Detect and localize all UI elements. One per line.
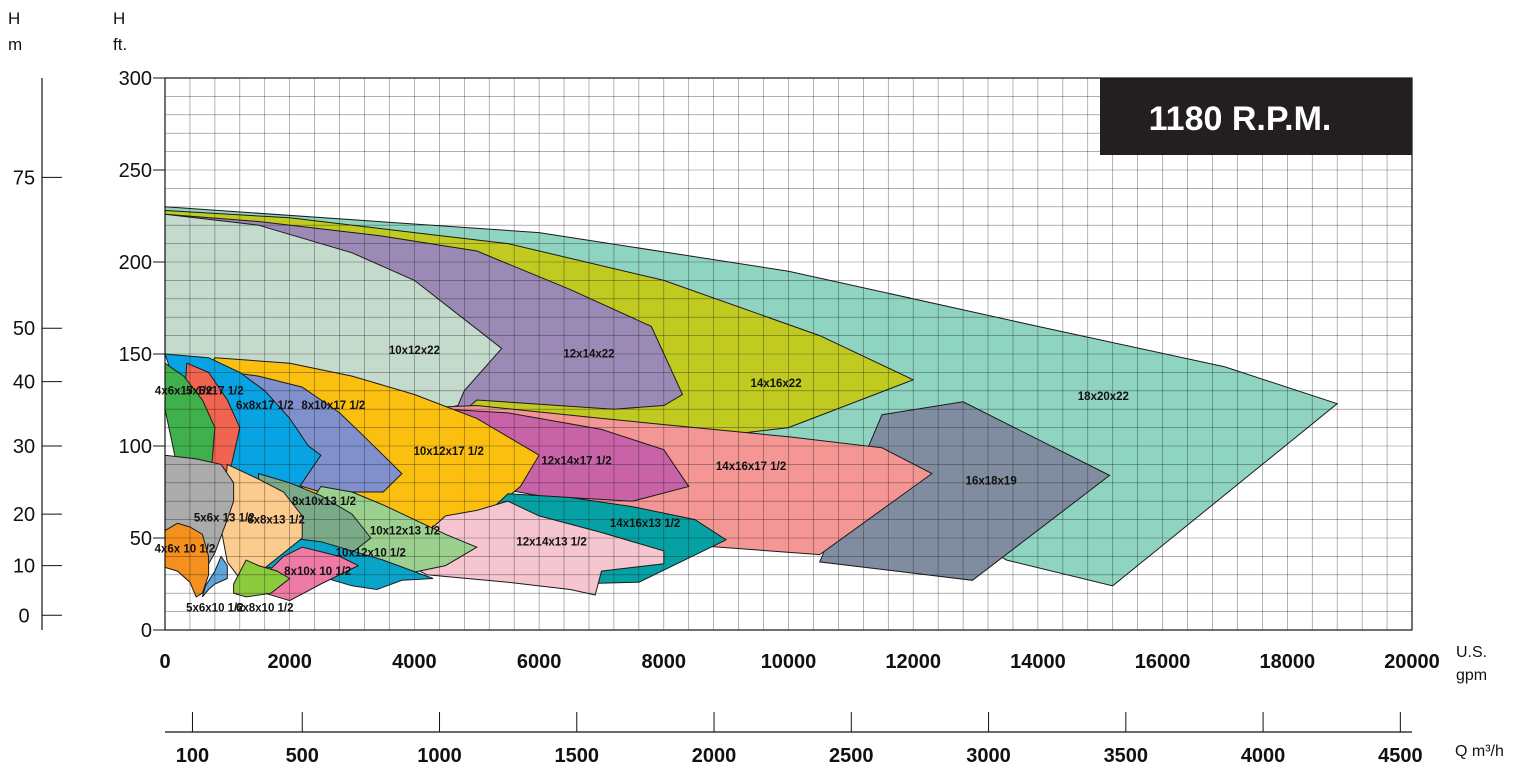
x-tick-label: 12000 <box>885 651 941 673</box>
region-label: 8x10x13 1/2 <box>292 496 356 508</box>
region-label: 8x10x 10 1/2 <box>284 566 351 578</box>
x-axis-label: U.S. <box>1456 644 1487 661</box>
y-tick-label: 50 <box>130 528 152 550</box>
x-tick-label: 0 <box>159 651 170 673</box>
x-tick-label: 6000 <box>517 651 562 673</box>
region-4x6x-22 <box>164 522 210 598</box>
q-tick-label: 4000 <box>1241 745 1286 767</box>
region-label: 4x6x 10 1/2 <box>155 544 216 556</box>
region-label: 10x12x13 1/2 <box>370 525 440 537</box>
region-label: 10x12x17 1/2 <box>414 446 484 458</box>
region-label: 8x10x17 1/2 <box>301 400 365 412</box>
region-label: 6x8x10 1/2 <box>236 603 294 615</box>
region-label: 12x14x22 <box>563 349 614 361</box>
region-label: 5x6x10 1/2 <box>186 603 244 615</box>
grid-layer <box>164 77 1413 631</box>
x-tick-label: 8000 <box>642 651 687 673</box>
rpm-badge: 1180 R.P.M. <box>1100 78 1412 155</box>
q-tick-label: 500 <box>286 745 319 767</box>
axes-layer: 0 2000 4000 6000 8000 10000 12000 14000 16000 180… <box>8 9 1504 767</box>
region-label: 6x8x13 1/2 <box>247 514 305 526</box>
region-labels-layer: 18x20x22 16x18x19 14x16x22 12x14x22 10x12x22… <box>155 345 1129 615</box>
x-tick-label: 18000 <box>1259 651 1315 673</box>
m-tick-label: 30 <box>13 436 35 458</box>
region-6x8x13-17 <box>220 463 303 580</box>
q-tick-label: 3000 <box>966 745 1011 767</box>
q-tick-label: 100 <box>176 745 209 767</box>
rpm-badge-text: 1180 R.P.M. <box>1149 100 1332 138</box>
y-tick-label: 200 <box>119 252 152 274</box>
q-tick-label: 1500 <box>555 745 600 767</box>
m-tick-label: 0 <box>18 605 29 627</box>
y-axis-label: H <box>113 9 125 28</box>
m-tick-label: 40 <box>13 372 35 394</box>
x-tick-label: 4000 <box>392 651 437 673</box>
x-tick-label: 20000 <box>1384 651 1440 673</box>
q-tick-label: 1000 <box>417 745 462 767</box>
region-label: 12x14x13 1/2 <box>516 536 586 548</box>
m-tick-label: 50 <box>13 318 35 340</box>
x-tick-label: 14000 <box>1010 651 1066 673</box>
q-axis-label: Q m³/h <box>1455 743 1504 760</box>
m-tick-label: 75 <box>13 167 35 189</box>
y-tick-label: 300 <box>119 68 152 90</box>
x-tick-label: 2000 <box>267 651 312 673</box>
q-tick-label: 2500 <box>829 745 874 767</box>
y-tick-label: 100 <box>119 436 152 458</box>
region-label: 5x6x17 1/2 <box>186 385 244 397</box>
region-label: 14x16x17 1/2 <box>716 461 786 473</box>
x-axis-unit: gpm <box>1456 667 1487 684</box>
rpm-badge-box <box>1100 78 1412 155</box>
region-label: 12x14x17 1/2 <box>541 455 611 467</box>
q-tick-label: 4500 <box>1378 745 1423 767</box>
region-label: 14x16x22 <box>750 378 801 390</box>
region-label: 4x6x17 1/2 <box>155 385 213 397</box>
m-tick-label: 10 <box>13 556 35 578</box>
region-label: 16x18x19 <box>966 476 1017 488</box>
y-tick-label: 150 <box>119 344 152 366</box>
region-label: 14x16x13 1/2 <box>610 518 680 530</box>
region-label: 10x12x10 1/2 <box>336 547 406 559</box>
region-label: 10x12x22 <box>389 345 440 357</box>
region-label: 18x20x22 <box>1078 391 1129 403</box>
x-tick-label: 16000 <box>1135 651 1191 673</box>
y-axis-unit: ft. <box>113 35 127 54</box>
m-axis-unit: m <box>8 35 22 54</box>
q-tick-label: 3500 <box>1104 745 1149 767</box>
m-tick-label: 20 <box>13 504 35 526</box>
region-label: 5x6x 13 1/2 <box>194 512 255 524</box>
region-label: 6x8x17 1/2 <box>236 400 294 412</box>
m-axis-label: H <box>8 9 20 28</box>
x-tick-label: 10000 <box>761 651 817 673</box>
y-tick-label: 250 <box>119 160 152 182</box>
q-tick-label: 2000 <box>692 745 737 767</box>
y-tick-label: 0 <box>141 620 152 642</box>
